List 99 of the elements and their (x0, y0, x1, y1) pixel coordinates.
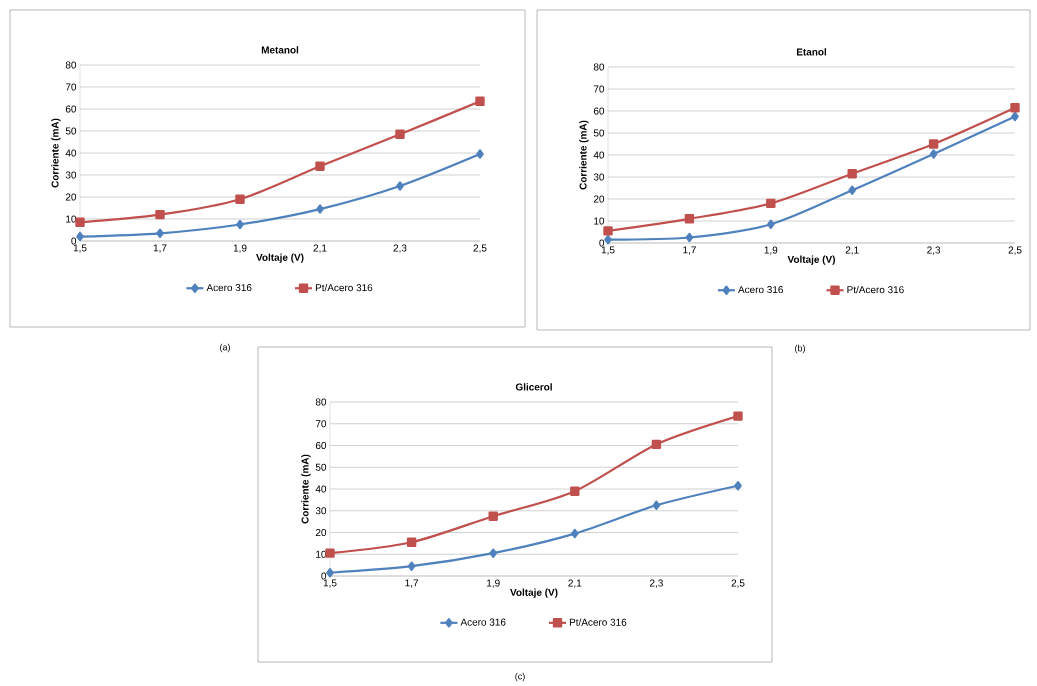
y-tick-label: 50 (315, 463, 327, 471)
y-tick-label: 60 (65, 105, 77, 113)
chart-title: Glicerol (515, 383, 552, 391)
x-tick-label: 2,1 (845, 246, 859, 255)
point (767, 219, 775, 229)
point (489, 548, 497, 558)
point (315, 161, 325, 171)
y-tick-label: 40 (593, 151, 605, 159)
y-axis-title: Corriente (mA) (301, 454, 311, 524)
text: (b) (795, 344, 805, 354)
x-axis-title: Voltaje (V) (256, 253, 304, 263)
chart-title: Etanol (796, 48, 827, 56)
x-tick-label: 2,5 (1008, 246, 1022, 255)
y-axis-title: Corriente (mA) (579, 120, 589, 190)
text: (a) (220, 343, 230, 353)
point (1011, 111, 1019, 122)
point (733, 411, 743, 421)
x-tick-label: 2,1 (568, 579, 582, 588)
y-tick-label: 30 (65, 171, 77, 179)
point (488, 511, 498, 521)
x-tick-label: 2,5 (473, 244, 487, 253)
y-tick-label: 40 (65, 149, 77, 157)
x-tick-label: 2,1 (313, 244, 327, 253)
point (406, 537, 417, 547)
y-tick-label: 20 (315, 528, 327, 537)
y-tick-label: 80 (65, 61, 77, 69)
x-tick-label: 1,9 (233, 244, 247, 253)
y-tick-label: 70 (593, 85, 605, 93)
point (734, 481, 742, 491)
legend-label: Acero 316 (738, 286, 783, 294)
point (685, 232, 694, 243)
point (475, 96, 485, 106)
point (395, 129, 405, 139)
point (235, 194, 245, 204)
y-tick-label: 60 (593, 107, 605, 115)
point (76, 231, 84, 242)
y-tick-label: 0 (321, 572, 327, 580)
y-tick-label: 0 (599, 239, 605, 247)
y-tick-label: 10 (66, 215, 77, 223)
x-tick-label: 1,7 (683, 246, 696, 255)
y-tick-label: 80 (315, 398, 327, 406)
y-tick-label: 0 (71, 237, 77, 245)
x-tick-label: 1,7 (153, 244, 167, 253)
point (766, 198, 776, 209)
text: (c) (515, 672, 525, 682)
x-tick-label: 2,3 (393, 244, 407, 253)
point (928, 139, 939, 149)
y-tick-label: 10 (316, 550, 327, 558)
y-tick-label: 70 (315, 420, 327, 428)
point (476, 149, 484, 159)
y-tick-label: 60 (315, 441, 327, 450)
point (316, 204, 324, 214)
y-tick-label: 80 (593, 63, 605, 71)
point (396, 181, 404, 191)
x-tick-label: 1,9 (764, 246, 778, 255)
y-tick-label: 20 (65, 193, 77, 201)
x-tick-label: 1,5 (601, 246, 615, 255)
point (571, 528, 579, 539)
y-tick-label: 10 (594, 217, 605, 225)
chart-title: Metanol (261, 46, 299, 54)
point (652, 500, 661, 511)
y-tick-label: 40 (315, 485, 327, 493)
y-tick-label: 50 (65, 127, 77, 135)
legend-label: Acero 316 (460, 618, 506, 626)
point (604, 234, 612, 245)
point (407, 561, 416, 571)
x-axis-title: Voltaje (V) (510, 588, 558, 598)
legend-label: Pt/Acero 316 (847, 285, 904, 294)
y-tick-label: 30 (315, 507, 327, 515)
point (570, 486, 580, 496)
y-tick-label: 70 (65, 83, 77, 91)
legend-label: Pt/Acero 316 (569, 618, 627, 626)
point (75, 217, 85, 227)
y-tick-label: 20 (593, 195, 605, 203)
y-tick-label: 30 (593, 173, 605, 181)
point (684, 214, 695, 224)
point (155, 209, 165, 220)
point (156, 228, 164, 238)
x-axis-title: Voltaje (V) (787, 255, 835, 265)
legend-label: Pt/Acero 316 (315, 283, 373, 292)
y-axis-title: Corriente (mA) (51, 118, 61, 188)
x-tick-label: 2,3 (649, 579, 663, 588)
point (236, 219, 244, 230)
point (325, 548, 335, 558)
x-tick-label: 1,9 (487, 579, 500, 588)
point (651, 439, 662, 450)
x-tick-label: 1,7 (405, 579, 419, 588)
x-tick-label: 2,3 (927, 246, 941, 255)
y-tick-label: 50 (593, 129, 605, 137)
point (1010, 103, 1020, 113)
x-tick-label: 1,5 (73, 244, 87, 253)
point (848, 185, 857, 195)
point (929, 149, 938, 159)
point (603, 226, 613, 236)
legend-label: Acero 316 (206, 284, 252, 292)
x-tick-label: 2,5 (731, 579, 745, 588)
point (847, 169, 857, 179)
point (326, 568, 334, 578)
x-tick-label: 1,5 (323, 579, 337, 588)
